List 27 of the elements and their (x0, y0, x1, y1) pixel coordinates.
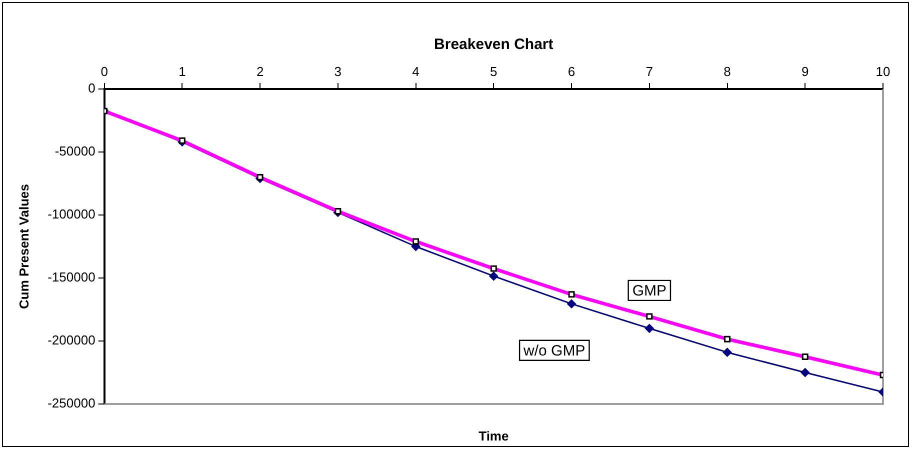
point (567, 299, 576, 308)
x-tick-label: 4 (412, 64, 420, 79)
y-tick-label: -200000 (48, 332, 96, 348)
x-tick-label: 10 (876, 64, 890, 79)
x-tick-label: 7 (646, 64, 654, 79)
y-tick-label: 0 (88, 80, 96, 96)
x-tick-label: 3 (334, 64, 342, 79)
chart-title: Breakeven Chart (434, 36, 554, 54)
point (644, 324, 654, 333)
x-tick-label: 1 (178, 64, 186, 79)
point (722, 348, 732, 357)
text: w/o GMP (522, 342, 586, 360)
point (489, 272, 498, 281)
x-axis-title: Time (478, 428, 509, 444)
x-tick-label: 8 (724, 64, 731, 79)
y-axis-title: Cum Present Values (16, 184, 32, 309)
y-tick-label: -100000 (48, 206, 96, 222)
x-tick-label: 0 (100, 64, 108, 79)
y-tick-label: -150000 (48, 270, 96, 285)
y-tick-label: -250000 (48, 396, 96, 411)
point (800, 368, 810, 377)
y-tick-label: -50000 (54, 144, 96, 159)
x-tick-label: 6 (568, 64, 576, 79)
x-tick-label: 5 (490, 64, 498, 79)
x-tick-label: 2 (256, 64, 264, 79)
series-label: GMP (632, 282, 666, 300)
x-tick-label: 9 (802, 64, 809, 79)
